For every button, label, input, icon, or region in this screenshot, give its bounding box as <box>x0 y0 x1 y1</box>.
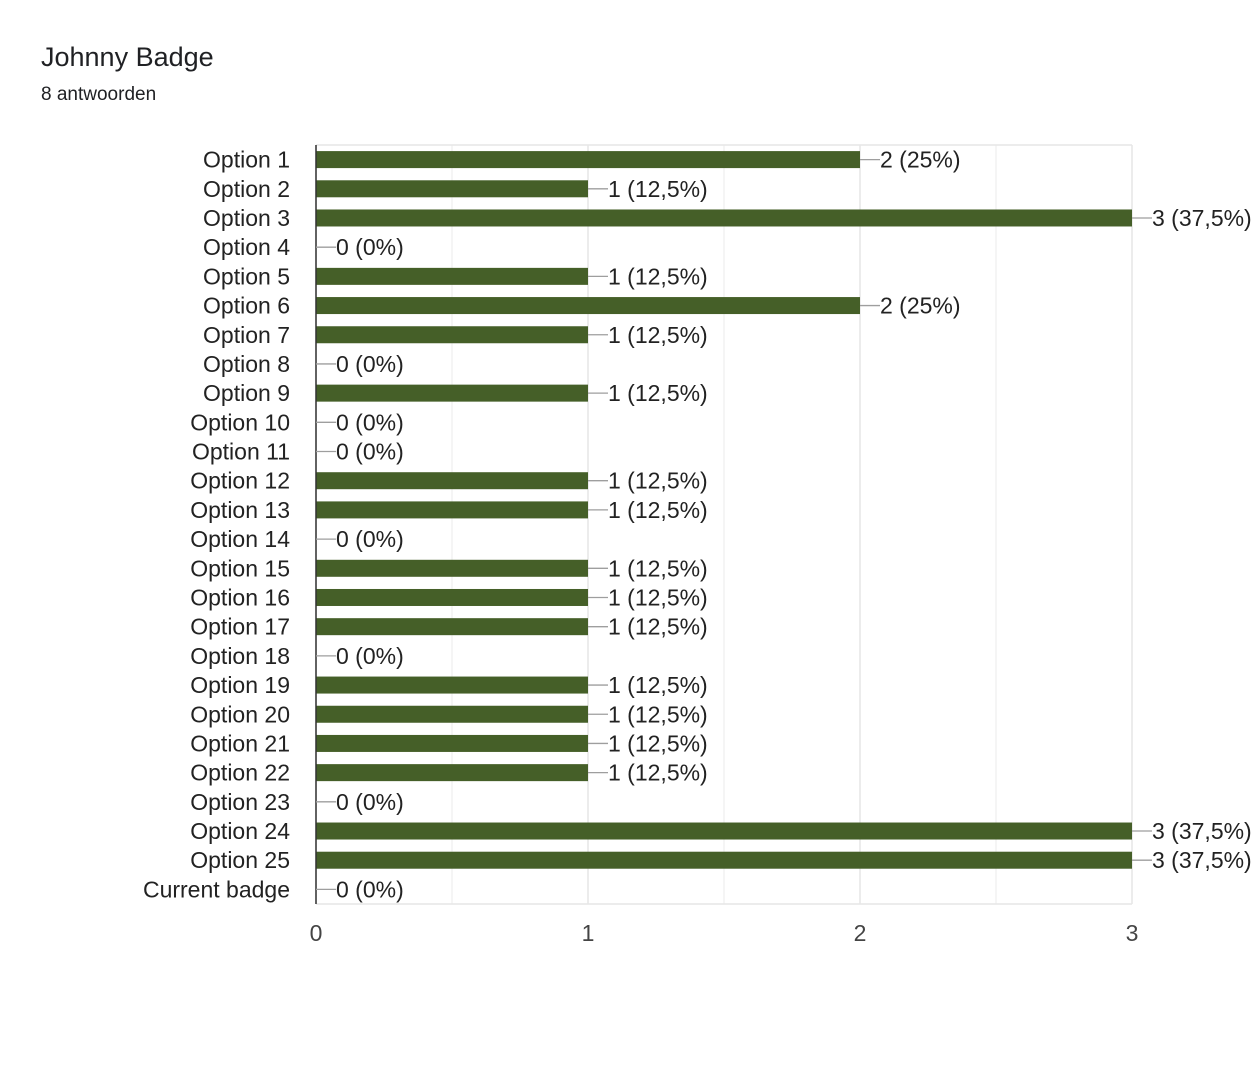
bar <box>316 180 588 198</box>
x-tick-label: 3 <box>1126 920 1139 946</box>
category-label: Option 9 <box>203 380 290 406</box>
data-label: 1 (12,5%) <box>608 176 708 202</box>
data-label: 1 (12,5%) <box>608 672 708 698</box>
category-label: Option 20 <box>190 701 290 727</box>
data-label: 2 (25%) <box>880 293 961 319</box>
bar <box>316 822 1132 840</box>
bar <box>316 618 588 636</box>
bar <box>316 472 588 490</box>
bar <box>316 384 588 402</box>
category-label: Option 21 <box>190 730 290 756</box>
axes: 0 1 2 3 <box>310 145 1139 946</box>
bar <box>316 705 588 723</box>
category-label: Option 10 <box>190 409 290 435</box>
category-label: Option 11 <box>192 439 290 465</box>
category-label: Option 16 <box>190 584 290 610</box>
data-label: 2 (25%) <box>880 147 961 173</box>
labels: Option 1 2 (25%) Option 2 1 (12,5%) Option 3… <box>143 147 1252 903</box>
data-label: 0 (0%) <box>336 643 404 669</box>
data-label: 0 (0%) <box>336 234 404 260</box>
category-label: Option 2 <box>203 176 290 202</box>
bar <box>316 326 588 344</box>
data-label: 1 (12,5%) <box>608 380 708 406</box>
data-label: 1 (12,5%) <box>608 760 708 786</box>
data-label: 0 (0%) <box>336 876 404 902</box>
category-label: Option 3 <box>203 205 290 231</box>
category-label: Current badge <box>143 876 290 902</box>
category-label: Option 7 <box>203 322 290 348</box>
response-count: 8 antwoorden <box>41 84 157 105</box>
data-label: 1 (12,5%) <box>608 555 708 581</box>
category-label: Option 17 <box>190 614 290 640</box>
category-label: Option 14 <box>190 526 290 552</box>
bars <box>316 151 1132 869</box>
data-label: 1 (12,5%) <box>608 701 708 727</box>
category-label: Option 15 <box>190 555 290 581</box>
category-label: Option 24 <box>190 818 290 844</box>
bar <box>316 501 588 519</box>
bar <box>316 734 588 752</box>
bar <box>316 764 588 782</box>
category-label: Option 5 <box>203 263 290 289</box>
question-title: Johnny Badge <box>41 42 214 72</box>
category-label: Option 12 <box>190 468 290 494</box>
bar <box>316 851 1132 869</box>
bar <box>316 209 1132 227</box>
data-label: 1 (12,5%) <box>608 497 708 523</box>
bar <box>316 151 860 169</box>
category-label: Option 1 <box>203 147 290 173</box>
data-label: 1 (12,5%) <box>608 468 708 494</box>
data-label: 0 (0%) <box>336 526 404 552</box>
bar <box>316 297 860 315</box>
category-label: Option 18 <box>190 643 290 669</box>
x-tick-label: 0 <box>310 920 323 946</box>
bar <box>316 676 588 694</box>
category-label: Option 8 <box>203 351 290 377</box>
category-label: Option 25 <box>190 847 290 873</box>
grid-lines <box>315 144 1133 905</box>
data-label: 0 (0%) <box>336 409 404 435</box>
data-label: 3 (37,5%) <box>1152 847 1252 873</box>
x-tick-label: 2 <box>854 920 867 946</box>
data-label: 1 (12,5%) <box>608 263 708 289</box>
category-label: Option 4 <box>203 234 290 260</box>
data-label: 1 (12,5%) <box>608 614 708 640</box>
bar <box>316 267 588 285</box>
data-label: 1 (12,5%) <box>608 584 708 610</box>
data-label: 0 (0%) <box>336 351 404 377</box>
category-label: Option 22 <box>190 760 290 786</box>
data-label: 1 (12,5%) <box>608 730 708 756</box>
category-label: Option 13 <box>190 497 290 523</box>
data-label: 0 (0%) <box>336 439 404 465</box>
bar <box>316 588 588 606</box>
x-tick-label: 1 <box>582 920 595 946</box>
data-label: 3 (37,5%) <box>1152 205 1252 231</box>
data-label: 1 (12,5%) <box>608 322 708 348</box>
data-label: 3 (37,5%) <box>1152 818 1252 844</box>
category-label: Option 19 <box>190 672 290 698</box>
bar <box>316 559 588 577</box>
data-label: 0 (0%) <box>336 789 404 815</box>
category-label: Option 6 <box>203 293 290 319</box>
category-label: Option 23 <box>190 789 290 815</box>
